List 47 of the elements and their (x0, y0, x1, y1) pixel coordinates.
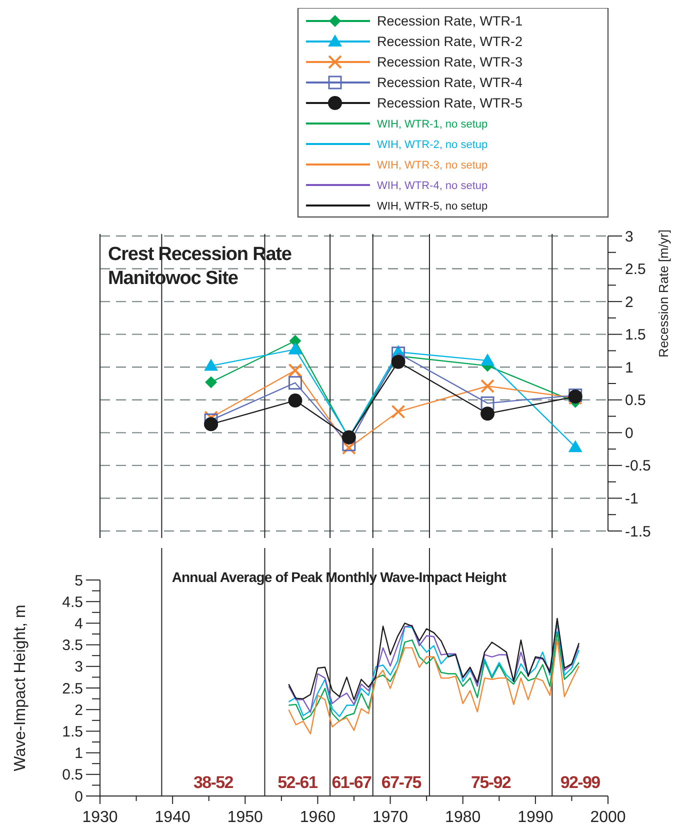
y-tick-label: 0.5 (625, 392, 646, 410)
x-tick-label: 1940 (154, 809, 190, 826)
annotation: 92-99 (560, 773, 600, 792)
y-tick-label: 1 (625, 359, 634, 376)
y-tick-label: 1 (74, 745, 83, 762)
annotation: 75-92 (471, 773, 511, 792)
annotation: 38-52 (193, 773, 234, 792)
y-tick-label: 4 (74, 615, 83, 632)
legend-label: Recession Rate, WTR-2 (377, 34, 523, 50)
annotation: 61-67 (332, 773, 372, 792)
annotation: 52-61 (278, 773, 318, 792)
text: WIH, WTR-1, no setup (377, 118, 488, 130)
x-tick-label: 1980 (445, 809, 481, 826)
y-tick-label: 3.5 (62, 637, 83, 654)
y-axis-title: Wave-Impact Height, m (12, 604, 29, 772)
y-tick-label: -0.5 (625, 458, 651, 475)
x-tick-label: 1960 (300, 809, 336, 826)
x-tick-label: 1950 (227, 809, 264, 826)
y-tick-label: -1 (625, 490, 638, 508)
y-tick-label: 0 (625, 424, 634, 442)
y-tick-label: 4.5 (62, 594, 83, 611)
x-tick-label: 1930 (82, 809, 118, 826)
y-tick-label: 2 (74, 702, 83, 719)
x-tick-label: 1990 (518, 809, 554, 826)
legend-label: Recession Rate, WTR-3 (377, 54, 523, 70)
text: WIH, WTR-3, no setup (377, 159, 488, 172)
y-tick-label: 1.5 (625, 326, 646, 344)
legend-label: Recession Rate, WTR-5 (377, 96, 523, 111)
y-tick-label: 1.5 (62, 723, 83, 740)
y-axis-title: Recession Rate [m/yr] (656, 230, 671, 358)
legend-label: Recession Rate, WTR-1 (377, 14, 523, 29)
y-tick-label: -1.5 (625, 523, 651, 540)
y-tick-label: 0.5 (62, 766, 83, 784)
legend-label: Recession Rate, WTR-4 (377, 75, 524, 90)
y-tick-label: 3 (74, 658, 83, 676)
y-tick-label: 2.5 (625, 261, 646, 278)
y-tick-label: 2.5 (62, 680, 83, 698)
y-tick-label: 3 (625, 228, 634, 246)
text: WIH, WTR-5, no setup (377, 200, 488, 212)
annotation: 67-75 (381, 773, 422, 792)
x-tick-label: 2000 (590, 809, 626, 826)
y-tick-label: 2 (625, 294, 634, 311)
text: WIH, WTR-2, no setup (377, 138, 488, 151)
y-tick-label: 0 (74, 788, 83, 806)
y-tick-label: 5 (74, 572, 83, 590)
text: WIH, WTR-4, no setup (377, 180, 488, 192)
x-tick-label: 1970 (372, 809, 408, 826)
